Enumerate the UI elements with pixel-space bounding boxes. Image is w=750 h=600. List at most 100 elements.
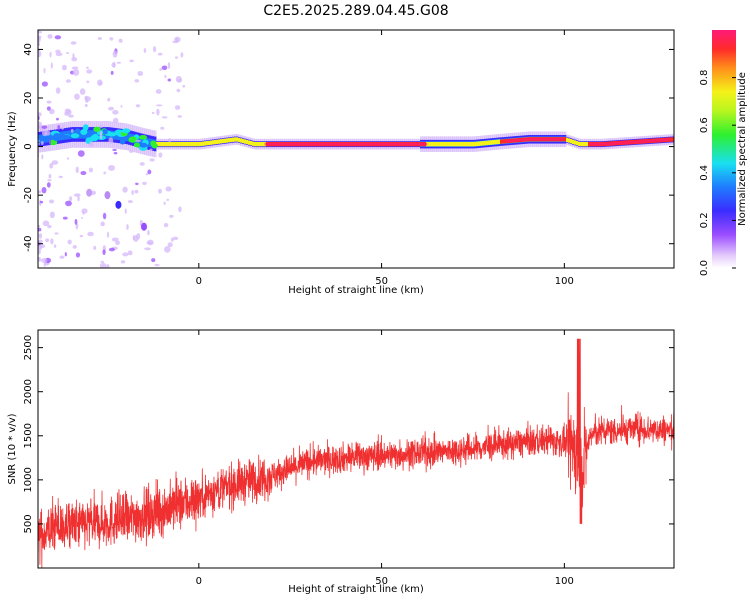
heatmap-cell [644,140,648,143]
y-tick-label: 2000 [23,379,34,404]
heatmap-cell [84,103,88,108]
heatmap-cell [326,142,329,146]
heatmap-cell [48,139,52,145]
heatmap-cell [260,141,263,147]
heatmap-cell [129,150,134,153]
heatmap-cell [374,142,377,146]
heatmap-cell [41,81,48,87]
heatmap-cell [394,142,397,146]
heatmap-cell [238,137,241,143]
heatmap-cell [273,142,276,146]
heatmap-cell [53,244,57,248]
heatmap-cell [158,141,161,147]
heatmap-cell [50,133,53,142]
heatmap-cell [660,138,663,142]
y-tick-label: 500 [23,514,34,533]
y-tick-label: 1000 [23,467,34,492]
heatmap-cell [41,186,47,194]
heatmap-cell [212,140,215,145]
heatmap-cell [584,141,587,147]
colorbar-tick-label: 0.6 [699,117,710,133]
heatmap-cell [104,191,111,200]
heatmap-cell [165,186,172,192]
heatmap-cell [640,140,643,143]
heatmap-cell [391,142,395,146]
heatmap-cell [102,249,106,256]
heatmap-cell [258,141,261,147]
heatmap-cell [240,138,243,143]
heatmap-cell [155,89,162,94]
heatmap-cell [126,132,129,142]
heatmap-cell [589,142,593,146]
heatmap-cell [440,141,443,147]
heatmap-cell [186,141,189,147]
heatmap-cell [220,139,223,144]
heatmap-cell [112,148,117,152]
snr-ylabel: SNR (10 * v/v) [7,413,18,484]
y-tick-label: 2500 [23,335,34,360]
heatmap-cell [164,246,171,253]
heatmap-cell [74,193,81,197]
heatmap-cell [470,141,473,147]
heatmap-cell [254,141,257,147]
heatmap-cell [248,140,251,145]
heatmap-cell [112,117,119,124]
heatmap-cell [343,142,347,146]
heatmap-cell [107,97,111,102]
heatmap-cell [108,106,115,111]
heatmap-cell [434,141,437,147]
heatmap-cell [315,142,318,146]
heatmap-cell [86,130,89,139]
heatmap-cell [252,141,255,146]
heatmap-cell [177,78,182,83]
heatmap-cell [284,142,287,146]
heatmap-cell [264,142,268,146]
heatmap-cell [157,52,163,56]
heatmap-cell [607,142,610,145]
heatmap-cell [132,235,135,241]
heatmap-cell [600,142,604,146]
heatmap-cell [538,138,542,141]
heatmap-cell [350,142,353,146]
heatmap-cell [402,142,406,146]
heatmap-cell [216,139,219,145]
heatmap-cell [127,250,133,256]
heatmap-cell [466,141,469,147]
x-tick-label: 0 [196,276,202,287]
heatmap-cell [482,141,485,146]
heatmap-cell [100,221,105,227]
heatmap-cell [97,36,102,40]
heatmap-cell [38,227,42,232]
heatmap-cell [115,240,120,246]
heatmap-cell [651,139,654,143]
heatmap-cell [93,126,101,132]
heatmap-cell [41,129,48,137]
heatmap-cell [81,216,84,219]
heatmap-cell [387,142,390,146]
heatmap-cell [664,138,667,142]
heatmap-cell [622,141,626,144]
heatmap-cell [93,245,97,251]
heatmap-cell [672,137,674,142]
heatmap-cell [365,142,369,146]
heatmap-cell [72,244,77,249]
heatmap-cell [361,142,364,146]
heatmap-cell [102,212,107,220]
heatmap-cell [77,195,80,202]
heatmap-cell [46,182,51,188]
x-tick-label: 50 [375,576,388,587]
heatmap-cell [167,78,172,82]
colorbar-label: Normalized spectral amplitude [737,72,748,226]
heatmap-cell [363,142,366,146]
colorbar-gradient [712,30,736,268]
colorbar: 0.0 0.2 0.4 0.6 0.8 Normalized spectral ampl… [699,30,748,276]
heatmap-cell [50,62,53,69]
heatmap-cell [162,141,165,147]
heatmap-cell [244,139,247,144]
heatmap-cell [44,134,47,143]
y-tick-label: 40 [23,43,34,56]
heatmap-cell [334,142,338,146]
heatmap-cell [352,142,355,146]
heatmap-cell [176,141,179,147]
heatmap-cell [55,52,63,57]
